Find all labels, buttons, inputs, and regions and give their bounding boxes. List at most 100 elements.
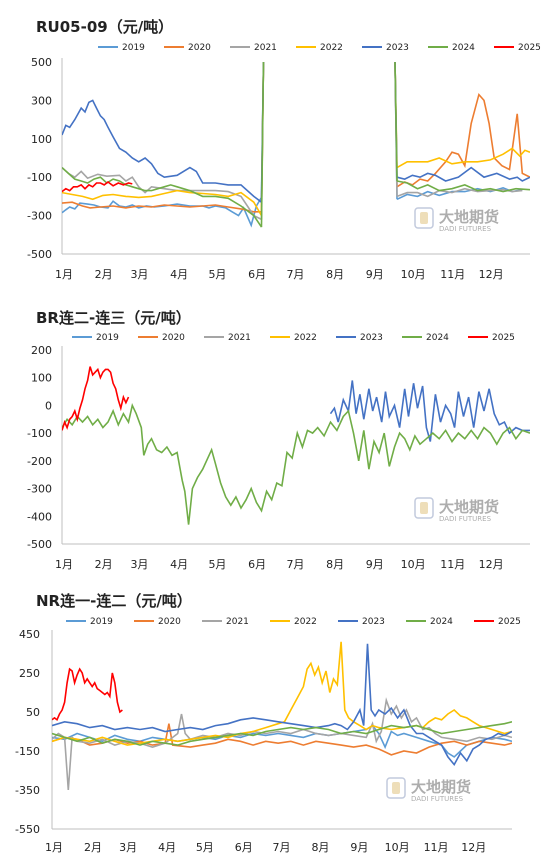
series-2025-line (62, 366, 130, 431)
x-tick-label: 6月 (248, 268, 266, 281)
chart-3: NR连一-连二（元/吨） 2019 2020 2021 2022 2023 2024 2025… (15, 592, 521, 854)
series-2023-line (396, 166, 530, 182)
x-tick-label: 1月 (55, 268, 73, 281)
chart-2: BR连二-连三（元/吨） 2019 2020 2021 2022 2023 2024 2025… (27, 309, 530, 571)
y-tick-label: 300 (31, 94, 52, 107)
legend-label-2020: 2020 (162, 333, 185, 343)
x-tick-label: 12月 (461, 841, 486, 854)
y-tick-label: 450 (19, 628, 40, 641)
x-tick-label: 11月 (440, 268, 465, 281)
y-tick-label: -400 (27, 510, 52, 523)
y-tick-label: -300 (27, 210, 52, 223)
legend-label-2024: 2024 (426, 333, 449, 343)
x-tick-label: 9月 (366, 558, 384, 571)
legend-label-2019: 2019 (96, 333, 119, 343)
series-2024-roll-spike (394, 61, 398, 182)
legend-label-2020: 2020 (188, 43, 211, 53)
series-2025-line (62, 180, 133, 193)
x-tick-label: 4月 (170, 558, 188, 571)
series-2019-line (62, 196, 263, 228)
series-2024-line (62, 402, 530, 525)
logo-icon (414, 497, 434, 519)
legend-label-2022: 2022 (294, 333, 317, 343)
y-tick-label: 100 (31, 372, 52, 385)
legend-label-2023: 2023 (386, 43, 409, 53)
series-2025-line (52, 667, 123, 722)
legend-label-2019: 2019 (122, 43, 145, 53)
series-2020-line (396, 92, 530, 188)
legend-label-2024: 2024 (452, 43, 475, 53)
legend-label-2021: 2021 (254, 43, 277, 53)
y-tick-label: 250 (19, 667, 40, 680)
y-tick-label: -300 (27, 483, 52, 496)
legend-label-2019: 2019 (90, 617, 113, 627)
legend-label-2025: 2025 (518, 43, 541, 53)
y-tick-label: 500 (31, 56, 52, 69)
x-tick-label: 1月 (45, 841, 63, 854)
series-2023-line (62, 99, 262, 203)
legend-label-2021: 2021 (226, 617, 249, 627)
x-tick-label: 7月 (286, 558, 304, 571)
x-tick-label: 2月 (95, 268, 113, 281)
x-tick-label: 10月 (385, 841, 410, 854)
series-2023-line (329, 380, 530, 442)
legend-label-2025: 2025 (498, 617, 521, 627)
legend-label-2022: 2022 (320, 43, 343, 53)
x-tick-label: 8月 (326, 268, 344, 281)
logo-icon-inner (420, 212, 428, 224)
y-tick-label: -150 (15, 745, 40, 758)
watermark-en: DADI FUTURES (439, 225, 492, 233)
series-2024-line (52, 721, 512, 746)
legend-label-2020: 2020 (158, 617, 181, 627)
x-tick-label: 8月 (326, 558, 344, 571)
x-tick-label: 12月 (479, 268, 504, 281)
series-2022-line (52, 641, 512, 746)
y-tick-label: -100 (27, 427, 52, 440)
series-2024-roll-spike (260, 61, 265, 228)
x-tick-label: 5月 (208, 268, 226, 281)
x-tick-label: 1月 (55, 558, 73, 571)
y-tick-label: -500 (27, 538, 52, 551)
y-tick-label: -350 (15, 784, 40, 797)
x-tick-label: 6月 (248, 558, 266, 571)
series-2022-line (62, 189, 263, 216)
x-tick-label: 7月 (286, 268, 304, 281)
chart-title: RU05-09（元/吨） (36, 18, 173, 36)
x-tick-label: 3月 (130, 268, 148, 281)
x-tick-label: 10月 (401, 268, 426, 281)
logo-icon-inner (420, 502, 428, 514)
legend-label-2024: 2024 (430, 617, 453, 627)
x-tick-label: 3月 (130, 558, 148, 571)
x-tick-label: 8月 (311, 841, 329, 854)
series-2019-line (396, 186, 523, 201)
watermark-cn: 大地期货 (439, 498, 499, 516)
x-tick-label: 11月 (424, 841, 449, 854)
x-tick-label: 7月 (272, 841, 290, 854)
series-2020-line (62, 201, 262, 213)
legend-label-2023: 2023 (360, 333, 383, 343)
y-tick-label: 100 (31, 133, 52, 146)
series-2021-line (396, 187, 523, 198)
legend-label-2022: 2022 (294, 617, 317, 627)
watermark-cn: 大地期货 (439, 208, 499, 226)
x-tick-label: 3月 (119, 841, 137, 854)
logo-icon (414, 207, 434, 229)
x-tick-label: 2月 (84, 841, 102, 854)
x-tick-label: 2月 (95, 558, 113, 571)
x-tick-label: 6月 (235, 841, 253, 854)
series-2024-line (396, 180, 530, 193)
series-2023-line (52, 643, 512, 767)
legend-label-2023: 2023 (362, 617, 385, 627)
x-tick-label: 5月 (196, 841, 214, 854)
watermark-en: DADI FUTURES (439, 515, 492, 523)
x-tick-label: 12月 (479, 558, 504, 571)
legend-label-2025: 2025 (492, 333, 515, 343)
x-tick-label: 4月 (158, 841, 176, 854)
x-tick-label: 9月 (366, 268, 384, 281)
watermark-en: DADI FUTURES (411, 795, 464, 803)
chart-title: NR连一-连二（元/吨） (36, 592, 192, 610)
logo-icon (386, 777, 406, 799)
